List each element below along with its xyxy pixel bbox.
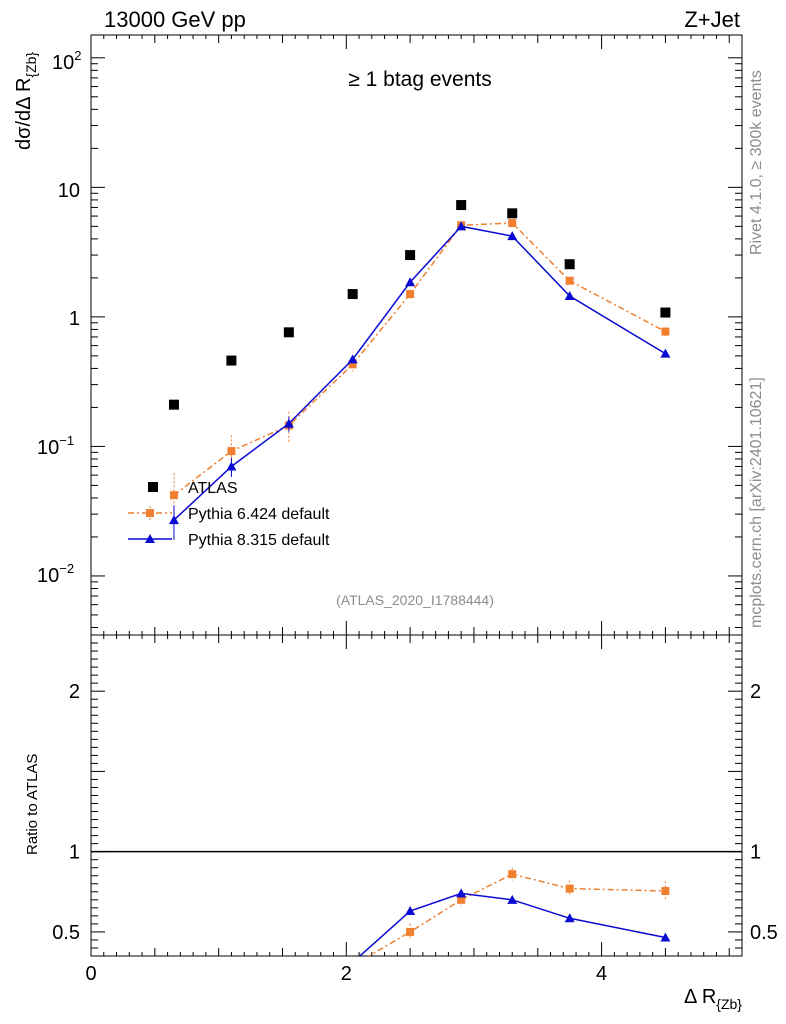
py6-ratio-point [457, 895, 466, 904]
py8-point [660, 348, 671, 358]
legend-py6-marker [146, 509, 154, 517]
ratio-ylabel: Ratio to ATLAS [24, 754, 41, 855]
py8-ratio-point [564, 913, 575, 923]
py6-line [173, 222, 666, 496]
chart-title: ≥ 1 btag events [348, 68, 491, 91]
py6-ratio-point [285, 978, 293, 986]
py6-ratio-point [227, 976, 235, 984]
py6-ratio-line [367, 873, 666, 956]
ytick-label-10: 10 [58, 180, 80, 202]
ratio-tick-label-0.5-right: 0.5 [750, 922, 778, 944]
rivet-version-label: Rivet 4.1.0, ≥ 300k events [748, 70, 765, 255]
py6-point [169, 491, 178, 500]
ratio-tick-label-0.5-left: 0.5 [52, 922, 80, 944]
py8-ratio-point [507, 894, 518, 904]
ratio-tick-label-1-left: 1 [69, 842, 80, 864]
atlas-point [168, 399, 179, 410]
ratio-tick-label-2-right: 2 [750, 681, 761, 703]
ratio-series-clipped [169, 867, 671, 995]
py6-point [565, 276, 574, 285]
main-series [168, 200, 671, 540]
atlas-point [564, 259, 575, 270]
py6-point [227, 447, 236, 456]
process-label: Z+Jet [684, 7, 740, 32]
main-ticks [90, 35, 742, 635]
py8-point [405, 277, 416, 287]
py6-point [508, 219, 517, 228]
legend: ATLAS Pythia 6.424 default Pythia 8.315 … [128, 480, 330, 549]
ratio-tick-label-1-right: 1 [750, 842, 761, 864]
xtick-label-0: 0 [85, 963, 96, 985]
legend-py8-label: Pythia 8.315 default [188, 532, 330, 549]
legend-atlas-label: ATLAS [188, 480, 238, 497]
ytick-label-1: 1 [69, 308, 80, 330]
ratio-panel: 2 1 0.5 2 1 0.5 Ratio to ATLAS [24, 634, 778, 995]
ratio-series [169, 867, 671, 995]
analysis-label: (ATLAS_2020_I1788444) [336, 592, 494, 608]
py6-ratio-point [170, 976, 178, 984]
ratio-tick-label-2-left: 2 [69, 681, 80, 703]
ratio-frame [90, 634, 743, 957]
xtick-label-2: 2 [341, 963, 352, 985]
py8-ratio-point [169, 986, 179, 995]
py8-ratio-point [456, 888, 467, 898]
mcplots-label: mcplots.cern.ch [arXiv:2401.10621] [748, 377, 765, 628]
legend-atlas-marker [148, 482, 158, 492]
atlas-point [226, 355, 237, 366]
py6-point [406, 290, 415, 299]
py8-point [168, 515, 179, 525]
main-ylabel: dσ/dΔ R{Zb} [13, 52, 39, 150]
py8-point [564, 290, 575, 300]
py8-point [347, 354, 358, 364]
xtick-label-4: 4 [596, 963, 607, 985]
atlas-point [283, 327, 294, 338]
atlas-point [660, 307, 671, 318]
py6-ratio-point [406, 927, 415, 936]
legend-py8-marker [145, 534, 155, 543]
ytick-label-100: 102 [52, 48, 81, 74]
ytick-label-0.1: 10−1 [37, 433, 74, 459]
py8-ratio-point [660, 932, 671, 942]
py6-ratio-point [661, 886, 670, 895]
xlabel: Δ R{Zb} [684, 986, 742, 1012]
py6-point [661, 327, 670, 336]
ytick-label-0.01: 10−2 [37, 561, 74, 587]
ratio-ticks [90, 634, 742, 956]
atlas-point [456, 200, 467, 211]
py8-ratio-line [358, 892, 666, 956]
py8-ratio-point [284, 975, 294, 984]
py8-point [283, 418, 294, 428]
py8-point [456, 221, 467, 231]
atlas-point [507, 208, 518, 219]
energy-label: 13000 GeV pp [104, 7, 246, 32]
atlas-point [405, 250, 416, 261]
py6-ratio-point [565, 884, 574, 893]
atlas-point [347, 289, 358, 300]
py8-point [507, 231, 518, 241]
py8-line [173, 225, 666, 521]
py6-point [348, 360, 357, 369]
main-panel: ≥ 1 btag events (ATLAS_2020_I1788444) 10… [13, 34, 743, 636]
py6-ratio-point [508, 870, 517, 879]
py8-ratio-point [226, 983, 236, 992]
py8-ratio-point [405, 906, 416, 916]
legend-py6-label: Pythia 6.424 default [188, 506, 330, 523]
py8-point [226, 461, 237, 471]
